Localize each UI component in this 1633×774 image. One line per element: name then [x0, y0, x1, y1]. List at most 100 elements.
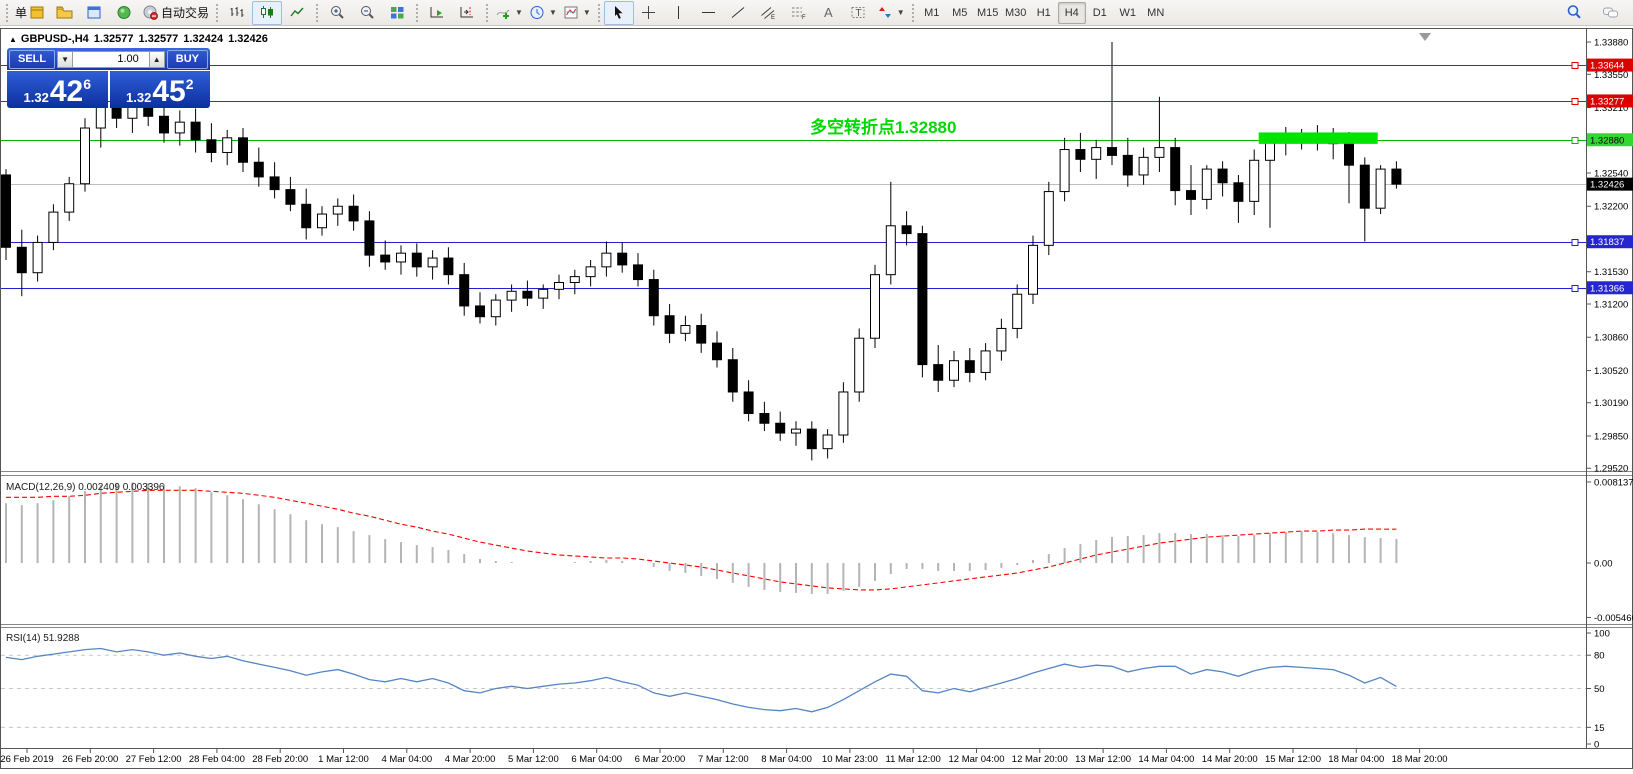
arrows-icon [877, 4, 894, 21]
autotrade-button[interactable]: 自动交易 [139, 1, 212, 25]
hline-icon [700, 4, 717, 21]
chevron-down-icon[interactable]: ▼ [896, 8, 905, 17]
support-line-1-handle[interactable] [1571, 239, 1579, 246]
tline-icon [730, 4, 747, 21]
candle [759, 412, 770, 424]
candle [48, 211, 59, 243]
text-button[interactable]: A [814, 1, 844, 25]
fibonacci-button[interactable]: F [784, 1, 814, 25]
collapse-panel-icon[interactable]: ▲ [9, 35, 17, 44]
pivot-line-handle[interactable] [1571, 137, 1579, 144]
pivot-annotation-text[interactable]: 多空转折点1.32880 [810, 117, 956, 137]
candle [980, 350, 991, 373]
time-tick-label: 4 Mar 20:00 [445, 754, 496, 765]
timeframe-m15-button[interactable]: M15 [977, 6, 999, 19]
new-order-label: 单 [15, 6, 28, 20]
chevron-down-icon[interactable]: ▼ [548, 8, 557, 17]
support-line-2-tag [1587, 281, 1633, 295]
time-tick-label: 15 Mar 12:00 [1265, 754, 1321, 765]
line-chart-button[interactable] [282, 1, 312, 25]
chevron-down-icon[interactable]: ▼ [515, 8, 523, 17]
text-label-button[interactable]: T [844, 1, 874, 25]
time-tick-label: 26 Feb 2019 [0, 754, 53, 765]
time-tick-label: 18 Mar 04:00 [1328, 754, 1384, 765]
navigator-button[interactable] [109, 1, 139, 25]
candle [301, 203, 312, 229]
zoom-out-button[interactable] [352, 1, 382, 25]
profiles-icon [56, 4, 73, 21]
arrows-button[interactable]: ▼ [874, 1, 908, 25]
candle [822, 434, 833, 450]
chart-canvas[interactable]: 1.33880 1.33550 1.33210 1.32540 1.32200 1.315… [0, 26, 1633, 769]
support-line-2-handle[interactable] [1571, 285, 1579, 292]
new-order-button[interactable]: 单 [12, 1, 49, 25]
buy-button[interactable]: BUY [166, 49, 208, 69]
candle [1375, 168, 1386, 209]
timeframe-mn-button[interactable]: MN [1147, 6, 1165, 19]
trendline-button[interactable] [724, 1, 754, 25]
candle [222, 137, 233, 153]
candlestick-chart-button[interactable] [252, 0, 283, 25]
candle [1154, 147, 1165, 158]
timeframe-w1-button[interactable]: W1 [1119, 6, 1136, 19]
high-value: 1.32577 [138, 33, 179, 45]
time-tick-label: 11 Mar 12:00 [886, 754, 941, 765]
buy-price-box[interactable]: 1.32 45 2 [109, 71, 210, 108]
sell-button[interactable]: SELL [9, 49, 56, 69]
time-tick-label: 4 Mar 04:00 [381, 754, 432, 765]
chat-button[interactable] [1595, 1, 1625, 25]
volume-decrease-icon[interactable]: ▼ [57, 50, 74, 68]
equidistant-channel-button[interactable]: E [754, 1, 784, 25]
cursor-button[interactable] [603, 0, 634, 25]
candle [522, 290, 533, 299]
resistance-line-1-handle[interactable] [1571, 62, 1579, 69]
tile-windows-button[interactable] [382, 1, 412, 25]
bar-chart-button[interactable] [222, 1, 252, 25]
search-button[interactable] [1559, 1, 1589, 25]
candle [775, 422, 786, 434]
toolbar-right-group [1559, 1, 1631, 25]
volume-input[interactable]: 1.00 [73, 50, 149, 68]
macd-signal-line [6, 489, 1397, 591]
vertical-line-button[interactable] [664, 1, 694, 25]
candle [64, 183, 75, 213]
volume-increase-icon[interactable]: ▲ [148, 50, 165, 68]
timeframe-m30-button[interactable]: M30 [1005, 6, 1027, 19]
chevron-down-icon[interactable]: ▼ [582, 8, 591, 17]
svg-text:A: A [824, 5, 833, 20]
support-line-1-tag [1587, 235, 1633, 249]
timeframe-h4-button[interactable]: H4 [1057, 1, 1086, 24]
zoom-in-button[interactable] [322, 1, 352, 25]
candle [506, 290, 517, 301]
periods-button[interactable]: ▼ [526, 1, 560, 25]
time-tick-label: 13 Mar 12:00 [1075, 754, 1131, 765]
buy-price-sup: 2 [185, 76, 194, 92]
toolbar-separator [910, 3, 915, 22]
profiles-button[interactable] [49, 1, 79, 25]
pivot-line-tag-label: 1.32880 [1590, 135, 1624, 146]
support-line-2-tag-label: 1.31366 [1590, 283, 1624, 294]
cursor-icon [610, 4, 627, 21]
timeframe-m5-button[interactable]: M5 [952, 6, 968, 19]
time-tick-label: 12 Mar 04:00 [949, 754, 1005, 765]
auto-scroll-button[interactable] [422, 1, 452, 25]
data-window-button[interactable] [79, 1, 109, 25]
rsi-indicator-label: RSI(14) 51.9288 [6, 633, 80, 644]
timeframe-h1-button[interactable]: H1 [1036, 6, 1051, 19]
resistance-line-2-handle[interactable] [1571, 98, 1579, 105]
candle [949, 360, 959, 381]
indicators-button[interactable]: ▼ [492, 1, 526, 25]
crosshair-button[interactable] [634, 1, 664, 25]
resistance-line-1-tag [1587, 58, 1633, 72]
chart-shift-marker-icon[interactable] [1419, 33, 1431, 41]
candle [633, 264, 643, 281]
timeframe-m1-button[interactable]: M1 [924, 6, 940, 19]
templates-button[interactable]: ▼ [560, 1, 594, 25]
sell-price-box[interactable]: 1.32 42 6 [7, 71, 108, 108]
toolbar-separator [485, 3, 490, 22]
highlight-zone-box[interactable] [1258, 132, 1378, 144]
candle [648, 279, 659, 317]
timeframe-d1-button[interactable]: D1 [1092, 6, 1107, 19]
horizontal-line-button[interactable] [694, 1, 724, 25]
chart-shift-button[interactable] [452, 1, 482, 25]
